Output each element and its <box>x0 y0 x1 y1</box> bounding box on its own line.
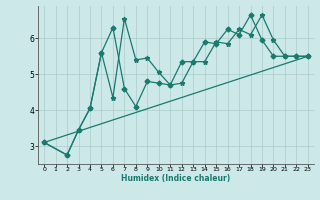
X-axis label: Humidex (Indice chaleur): Humidex (Indice chaleur) <box>121 174 231 183</box>
